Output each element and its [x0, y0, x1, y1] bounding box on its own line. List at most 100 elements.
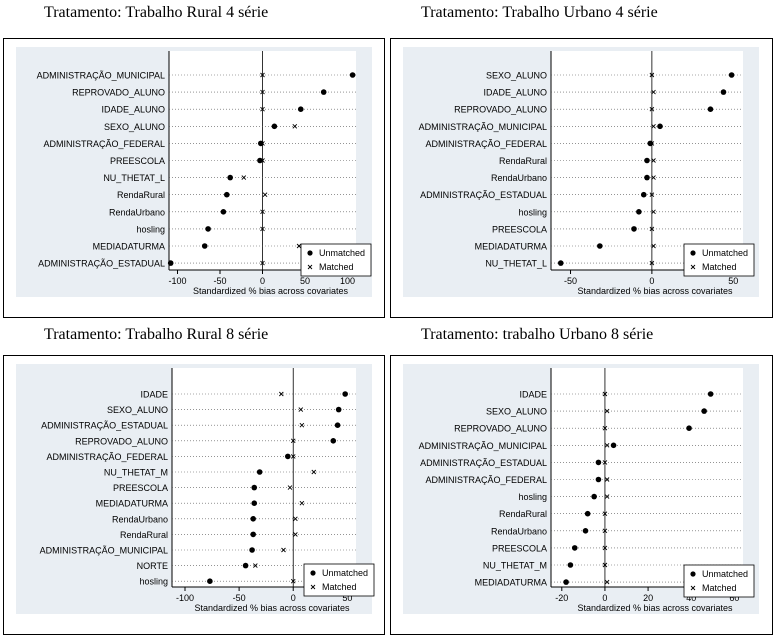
matched-point [299, 422, 305, 428]
x-tick-label: 50 [728, 276, 738, 286]
matched-point [651, 89, 656, 95]
plot-region [172, 368, 356, 587]
chart-svg-rural-8: IDADE SEXO_ALUNO ADMINISTRAÇÃO_ESTADUAL REP… [16, 364, 375, 614]
unmatched-point [271, 123, 278, 130]
chart-title-rural-8: Tratamento: Trabalho Rural 8 série [44, 326, 269, 343]
category-label: NORTE [137, 561, 168, 571]
category-label: NU_THETAT_M [483, 561, 547, 571]
unmatched-point [335, 406, 342, 413]
category-label: IDADE_ALUNO [101, 105, 165, 115]
category-label: MEDIADATURMA [96, 499, 168, 509]
matched-point-stroke [262, 192, 268, 198]
matched-point-stroke [649, 226, 655, 232]
matched-point-stroke [602, 391, 608, 397]
matched-point-stroke [602, 562, 608, 568]
matched-point [241, 175, 247, 180]
category-label: SEXO_ALUNO [486, 71, 547, 81]
matched-point [293, 516, 298, 522]
unmatched-point [227, 174, 233, 181]
matched-point [287, 485, 293, 490]
matched-point [602, 562, 608, 568]
legend-unmatched-marker [307, 250, 313, 256]
unmatched-point [249, 547, 255, 553]
x-tick-label: 0 [602, 593, 607, 603]
matched-point [260, 106, 265, 112]
x-tick-label: -100 [176, 593, 194, 603]
unmatched-point [657, 123, 663, 130]
matched-point-stroke [651, 243, 656, 249]
x-tick-label: -50 [233, 593, 246, 603]
matched-point [290, 454, 296, 459]
unmatched-point [582, 528, 589, 534]
matched-point [604, 442, 610, 448]
unmatched-point [595, 476, 602, 483]
matched-point-stroke [604, 579, 610, 585]
chart-svg-urbano-4: SEXO_ALUNO IDADE_ALUNO REPROVADO_ALUNO ADMI… [403, 47, 759, 297]
x-tick-label: 0 [291, 593, 296, 603]
matched-point [604, 477, 610, 482]
matched-point-stroke [281, 547, 286, 553]
unmatched-point [728, 72, 735, 78]
matched-point [290, 438, 296, 444]
matched-point [604, 579, 610, 585]
category-label: REPROVADO_ALUNO [454, 424, 547, 434]
unmatched-point [591, 493, 597, 500]
matched-point [311, 469, 317, 475]
matched-point-stroke [649, 72, 655, 78]
legend-unmatched-marker [310, 570, 316, 576]
legend-unmatched-label: Unmatched [319, 248, 365, 258]
unmatched-point [207, 578, 213, 584]
unmatched-point [636, 209, 642, 215]
matched-point [649, 192, 655, 198]
category-label: SEXO_ALUNO [104, 122, 165, 132]
unmatched-point [571, 545, 578, 551]
legend-matched-label: Matched [702, 583, 737, 593]
matched-point-stroke [651, 175, 656, 180]
matched-point [604, 408, 610, 414]
matched-point [298, 407, 304, 412]
matched-point-stroke [299, 422, 305, 428]
x-tick-label: 50 [342, 593, 352, 603]
legend: Unmatched Matched [683, 243, 755, 277]
matched-point [649, 226, 655, 232]
matched-point-stroke [311, 469, 317, 475]
category-label: SEXO_ALUNO [486, 407, 547, 417]
x-tick-label: -20 [555, 593, 568, 603]
matched-point-stroke [290, 578, 296, 584]
category-label: RendaUrbano [109, 207, 165, 217]
category-label: ADMINISTRAÇÃO_ESTADUAL [41, 421, 168, 431]
matched-point [260, 226, 265, 232]
category-label: REPROVADO_ALUNO [72, 88, 165, 98]
legend: Unmatched Matched [683, 564, 755, 598]
matched-point-stroke [651, 89, 656, 95]
category-label: RendaRural [499, 509, 547, 519]
x-axis-label: Standardized % bias across covariates [577, 603, 733, 613]
chart-panel-rural-4: ADMINISTRAÇÃO_MUNICIPAL REPROVADO_ALUNO ID… [3, 38, 385, 318]
legend-unmatched-label: Unmatched [702, 569, 748, 579]
x-axis-label: Standardized % bias across covariates [194, 603, 350, 613]
matched-point-stroke [290, 454, 296, 459]
matched-point-stroke [602, 511, 608, 517]
unmatched-point [644, 157, 650, 164]
matched-point-stroke [604, 477, 610, 482]
unmatched-point [597, 243, 603, 249]
unmatched-point [258, 140, 264, 147]
category-label: NU_THETAT_L [103, 173, 165, 183]
unmatched-point [242, 562, 249, 569]
matched-point-stroke [293, 516, 298, 522]
matched-point [260, 209, 265, 215]
unmatched-point [701, 408, 707, 414]
matched-point-stroke [278, 391, 284, 397]
matched-point [651, 123, 656, 129]
legend-matched-label: Matched [322, 582, 357, 592]
x-tick-label: -100 [168, 276, 186, 286]
category-label: IDADE [519, 390, 547, 400]
unmatched-point [720, 89, 727, 95]
category-label: hosling [136, 224, 165, 234]
category-label: RendaUrbano [491, 173, 547, 183]
unmatched-point [707, 391, 714, 397]
matched-point [292, 123, 298, 129]
unmatched-point [205, 226, 211, 232]
category-label: ADMINISTRAÇÃO_FEDERAL [425, 139, 547, 149]
matched-point-stroke [602, 425, 608, 431]
